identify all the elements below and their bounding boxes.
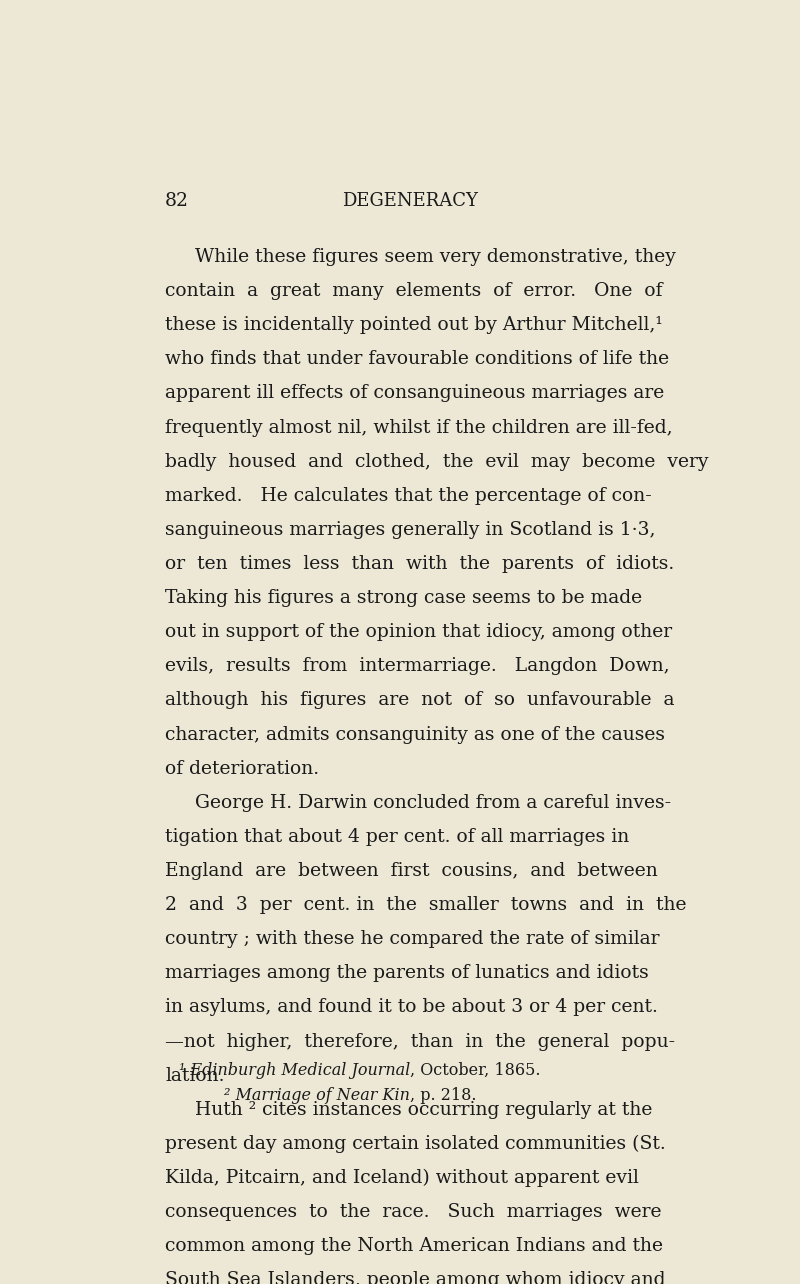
- Text: South Sea Islanders, people among whom idiocy and: South Sea Islanders, people among whom i…: [165, 1271, 666, 1284]
- Text: apparent ill effects of consanguineous marriages are: apparent ill effects of consanguineous m…: [165, 384, 664, 402]
- Text: lation.: lation.: [165, 1067, 225, 1085]
- Text: DEGENERACY: DEGENERACY: [342, 191, 478, 209]
- Text: , p. 218.: , p. 218.: [410, 1088, 477, 1104]
- Text: Huth ² cites instances occurring regularly at the: Huth ² cites instances occurring regular…: [195, 1100, 652, 1118]
- Text: frequently almost nil, whilst if the children are ill-fed,: frequently almost nil, whilst if the chi…: [165, 419, 673, 437]
- Text: out in support of the opinion that idiocy, among other: out in support of the opinion that idioc…: [165, 623, 672, 641]
- Text: of deterioration.: of deterioration.: [165, 760, 319, 778]
- Text: tigation that about 4 per cent. of all marriages in: tigation that about 4 per cent. of all m…: [165, 828, 630, 846]
- Text: who finds that under favourable conditions of life the: who finds that under favourable conditio…: [165, 351, 670, 369]
- Text: although  his  figures  are  not  of  so  unfavourable  a: although his figures are not of so unfav…: [165, 691, 674, 710]
- Text: George H. Darwin concluded from a careful inves-: George H. Darwin concluded from a carefu…: [195, 794, 671, 811]
- Text: or  ten  times  less  than  with  the  parents  of  idiots.: or ten times less than with the parents …: [165, 555, 674, 573]
- Text: consequences  to  the  race.   Such  marriages  were: consequences to the race. Such marriages…: [165, 1203, 662, 1221]
- Text: evils,  results  from  intermarriage.   Langdon  Down,: evils, results from intermarriage. Langd…: [165, 657, 670, 675]
- Text: these is incidentally pointed out by Arthur Mitchell,¹: these is incidentally pointed out by Art…: [165, 316, 663, 334]
- Text: England  are  between  first  cousins,  and  between: England are between first cousins, and b…: [165, 862, 658, 880]
- Text: —not  higher,  therefore,  than  in  the  general  popu-: —not higher, therefore, than in the gene…: [165, 1032, 675, 1050]
- Text: in asylums, and found it to be about 3 or 4 per cent.: in asylums, and found it to be about 3 o…: [165, 999, 658, 1017]
- Text: character, admits consanguinity as one of the causes: character, admits consanguinity as one o…: [165, 725, 665, 743]
- Text: contain  a  great  many  elements  of  error.   One  of: contain a great many elements of error. …: [165, 282, 662, 300]
- Text: marked.   He calculates that the percentage of con-: marked. He calculates that the percentag…: [165, 487, 652, 505]
- Text: present day among certain isolated communities (St.: present day among certain isolated commu…: [165, 1135, 666, 1153]
- Text: common among the North American Indians and the: common among the North American Indians …: [165, 1238, 663, 1256]
- Text: country ; with these he compared the rate of similar: country ; with these he compared the rat…: [165, 930, 659, 948]
- Text: 82: 82: [165, 191, 189, 209]
- Text: Kilda, Pitcairn, and Iceland) without apparent evil: Kilda, Pitcairn, and Iceland) without ap…: [165, 1168, 639, 1188]
- Text: sanguineous marriages generally in Scotland is 1·3,: sanguineous marriages generally in Scotl…: [165, 521, 656, 539]
- Text: , October, 1865.: , October, 1865.: [410, 1062, 541, 1079]
- Text: ² Marriage of Near Kin: ² Marriage of Near Kin: [224, 1088, 410, 1104]
- Text: While these figures seem very demonstrative, they: While these figures seem very demonstrat…: [195, 248, 676, 266]
- Text: 2  and  3  per  cent. in  the  smaller  towns  and  in  the: 2 and 3 per cent. in the smaller towns a…: [165, 896, 686, 914]
- Text: marriages among the parents of lunatics and idiots: marriages among the parents of lunatics …: [165, 964, 649, 982]
- Text: Taking his figures a strong case seems to be made: Taking his figures a strong case seems t…: [165, 589, 642, 607]
- Text: badly  housed  and  clothed,  the  evil  may  become  very: badly housed and clothed, the evil may b…: [165, 453, 709, 471]
- Text: ¹ Edinburgh Medical Journal: ¹ Edinburgh Medical Journal: [178, 1062, 410, 1079]
